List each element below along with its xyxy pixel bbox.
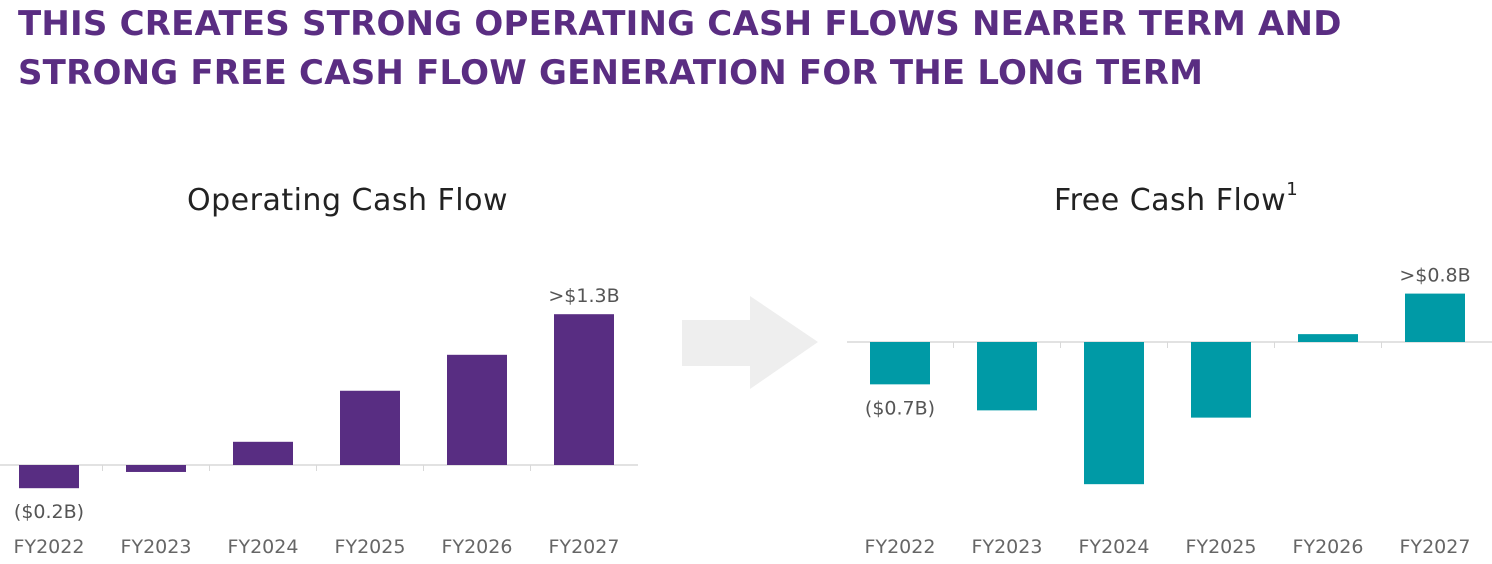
headline-line-1: THIS CREATES STRONG OPERATING CASH FLOWS…	[18, 4, 1342, 44]
x-tick-label: FY2022	[865, 536, 936, 558]
x-tick-label: FY2022	[14, 536, 85, 558]
data-label-fy2022: ($0.2B)	[14, 501, 84, 523]
bar-fy2023	[126, 465, 186, 472]
headline: THIS CREATES STRONG OPERATING CASH FLOWS…	[18, 0, 1478, 98]
free-cash-flow-chart: FY2022 ($0.7B) FY2023 FY2024 FY2025 FY2026 FY2…	[847, 265, 1492, 558]
x-tick-label: FY2027	[549, 536, 620, 558]
bar-fy2022	[870, 342, 930, 385]
chart-title-text: Operating Cash Flow	[187, 183, 509, 218]
data-label-fy2022: ($0.7B)	[865, 397, 935, 419]
bar-fy2024	[233, 441, 293, 465]
bar-fy2026	[447, 354, 507, 465]
x-tick-label: FY2024	[228, 536, 299, 558]
footnote-marker: 1	[1286, 179, 1299, 200]
chart-title-free-cash-flow: Free Cash Flow1	[1054, 179, 1298, 218]
bar-fy2024	[1084, 342, 1144, 485]
x-tick-label: FY2024	[1079, 536, 1150, 558]
x-tick-label: FY2025	[1186, 536, 1257, 558]
chart-title-operating-cash-flow: Operating Cash Flow	[187, 183, 508, 218]
x-tick-label: FY2026	[1293, 536, 1364, 558]
bar-fy2026	[1298, 334, 1358, 342]
bar-fy2023	[977, 342, 1037, 411]
chart-title-text: Free Cash Flow	[1054, 183, 1287, 218]
x-tick-label: FY2023	[972, 536, 1043, 558]
x-tick-label: FY2025	[335, 536, 406, 558]
x-tick-label: FY2026	[442, 536, 513, 558]
bar-fy2025	[1191, 342, 1251, 418]
bar-fy2025	[340, 390, 400, 465]
bar-fy2022	[19, 465, 79, 489]
bar-fy2027	[1405, 293, 1465, 342]
data-label-fy2027: >$0.8B	[1399, 265, 1470, 287]
data-label-fy2027: >$1.3B	[548, 285, 619, 307]
operating-cash-flow-chart: FY2022 ($0.2B) FY2023 FY2024 FY2025 FY2026 FY2…	[0, 285, 638, 558]
right-arrow-icon	[682, 296, 818, 389]
headline-line-2: STRONG FREE CASH FLOW GENERATION FOR THE…	[18, 53, 1204, 93]
x-tick-label: FY2027	[1400, 536, 1471, 558]
bar-fy2027	[554, 314, 614, 465]
x-tick-label: FY2023	[121, 536, 192, 558]
